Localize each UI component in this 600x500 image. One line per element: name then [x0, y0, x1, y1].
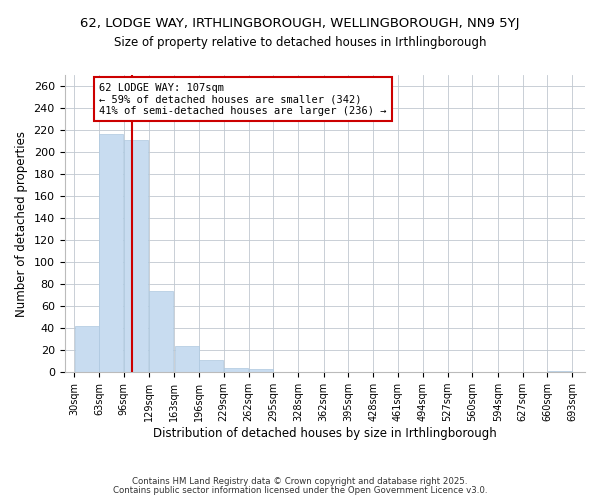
Bar [100, 134, 124, 372]
Y-axis label: Number of detached properties: Number of detached properties [15, 130, 28, 316]
Bar [74, 326, 99, 372]
Text: 62 LODGE WAY: 107sqm
← 59% of detached houses are smaller (342)
41% of semi-deta: 62 LODGE WAY: 107sqm ← 59% of detached h… [99, 82, 386, 116]
Bar [224, 368, 248, 372]
Text: Contains HM Land Registry data © Crown copyright and database right 2025.: Contains HM Land Registry data © Crown c… [132, 477, 468, 486]
Bar [175, 346, 199, 372]
Text: Size of property relative to detached houses in Irthlingborough: Size of property relative to detached ho… [114, 36, 486, 49]
Bar [149, 291, 173, 372]
Bar [548, 371, 572, 372]
Bar [124, 140, 148, 372]
Bar [199, 360, 223, 372]
Bar [249, 369, 273, 372]
X-axis label: Distribution of detached houses by size in Irthlingborough: Distribution of detached houses by size … [153, 427, 497, 440]
Text: 62, LODGE WAY, IRTHLINGBOROUGH, WELLINGBOROUGH, NN9 5YJ: 62, LODGE WAY, IRTHLINGBOROUGH, WELLINGB… [80, 18, 520, 30]
Text: Contains public sector information licensed under the Open Government Licence v3: Contains public sector information licen… [113, 486, 487, 495]
